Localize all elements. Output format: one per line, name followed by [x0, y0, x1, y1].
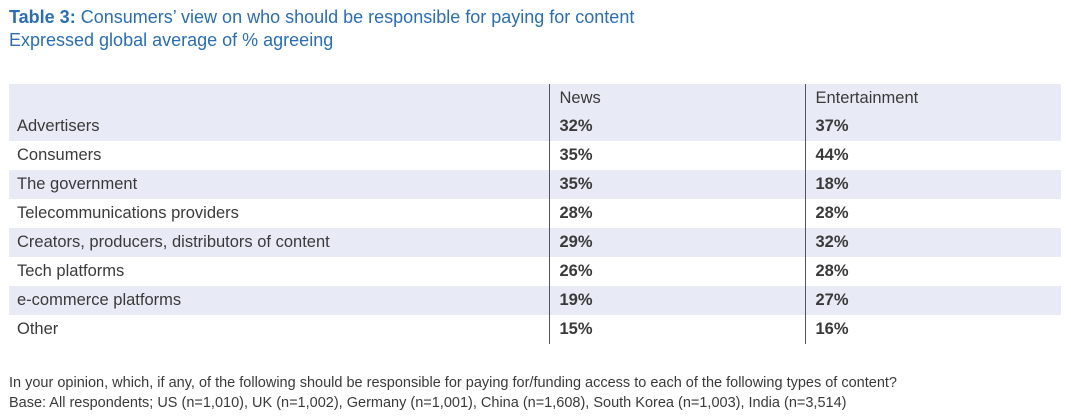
entertainment-value: 18% — [804, 170, 1061, 199]
entertainment-value: 44% — [804, 141, 1061, 170]
row-label: Consumers — [9, 141, 549, 170]
entertainment-value: 27% — [804, 286, 1061, 315]
header-label-cell — [9, 84, 549, 112]
table-row: e-commerce platforms 19% 27% — [9, 286, 1061, 315]
table-body: Advertisers 32% 37% Consumers 35% 44% The gove… — [9, 112, 1061, 344]
data-table: News Entertainment Advertisers 32% 37% Cons… — [9, 84, 1061, 344]
entertainment-value: 37% — [804, 112, 1061, 141]
row-label: The government — [9, 170, 549, 199]
footnote: In your opinion, which, if any, of the f… — [9, 373, 897, 413]
row-label: Other — [9, 315, 549, 344]
table-row: Advertisers 32% 37% — [9, 112, 1061, 141]
table-title-block: Table 3: Consumers’ view on who should b… — [9, 6, 634, 52]
news-value: 19% — [548, 286, 805, 315]
news-value: 28% — [548, 199, 805, 228]
footnote-question: In your opinion, which, if any, of the f… — [9, 375, 897, 391]
news-value: 32% — [548, 112, 805, 141]
news-value: 35% — [548, 141, 805, 170]
table-row: Telecommunications providers 28% 28% — [9, 199, 1061, 228]
news-value: 15% — [548, 315, 805, 344]
entertainment-value: 28% — [804, 199, 1061, 228]
table-subtitle: Expressed global average of % agreeing — [9, 30, 334, 50]
table-row: Creators, producers, distributors of con… — [9, 228, 1061, 257]
row-label: e-commerce platforms — [9, 286, 549, 315]
news-value: 26% — [548, 257, 805, 286]
entertainment-value: 28% — [804, 257, 1061, 286]
news-value: 29% — [548, 228, 805, 257]
news-value: 35% — [548, 170, 805, 199]
table-row: The government 35% 18% — [9, 170, 1061, 199]
table-row: Other 15% 16% — [9, 315, 1061, 344]
row-label: Tech platforms — [9, 257, 549, 286]
row-label: Advertisers — [9, 112, 549, 141]
header-news: News — [548, 84, 805, 112]
row-label: Creators, producers, distributors of con… — [9, 228, 549, 257]
entertainment-value: 32% — [804, 228, 1061, 257]
header-entertainment: Entertainment — [804, 84, 1061, 112]
table-header-row: News Entertainment — [9, 84, 1061, 112]
table-row: Consumers 35% 44% — [9, 141, 1061, 170]
table-title-prefix: Table 3: — [9, 7, 76, 27]
row-label: Telecommunications providers — [9, 199, 549, 228]
entertainment-value: 16% — [804, 315, 1061, 344]
table-title: Table 3: Consumers’ view on who should b… — [9, 6, 634, 29]
data-table-container: News Entertainment Advertisers 32% 37% Cons… — [9, 84, 1061, 344]
table-title-text: Consumers’ view on who should be respons… — [75, 7, 635, 27]
table-row: Tech platforms 26% 28% — [9, 257, 1061, 286]
footnote-base: Base: All respondents; US (n=1,010), UK … — [9, 395, 847, 411]
